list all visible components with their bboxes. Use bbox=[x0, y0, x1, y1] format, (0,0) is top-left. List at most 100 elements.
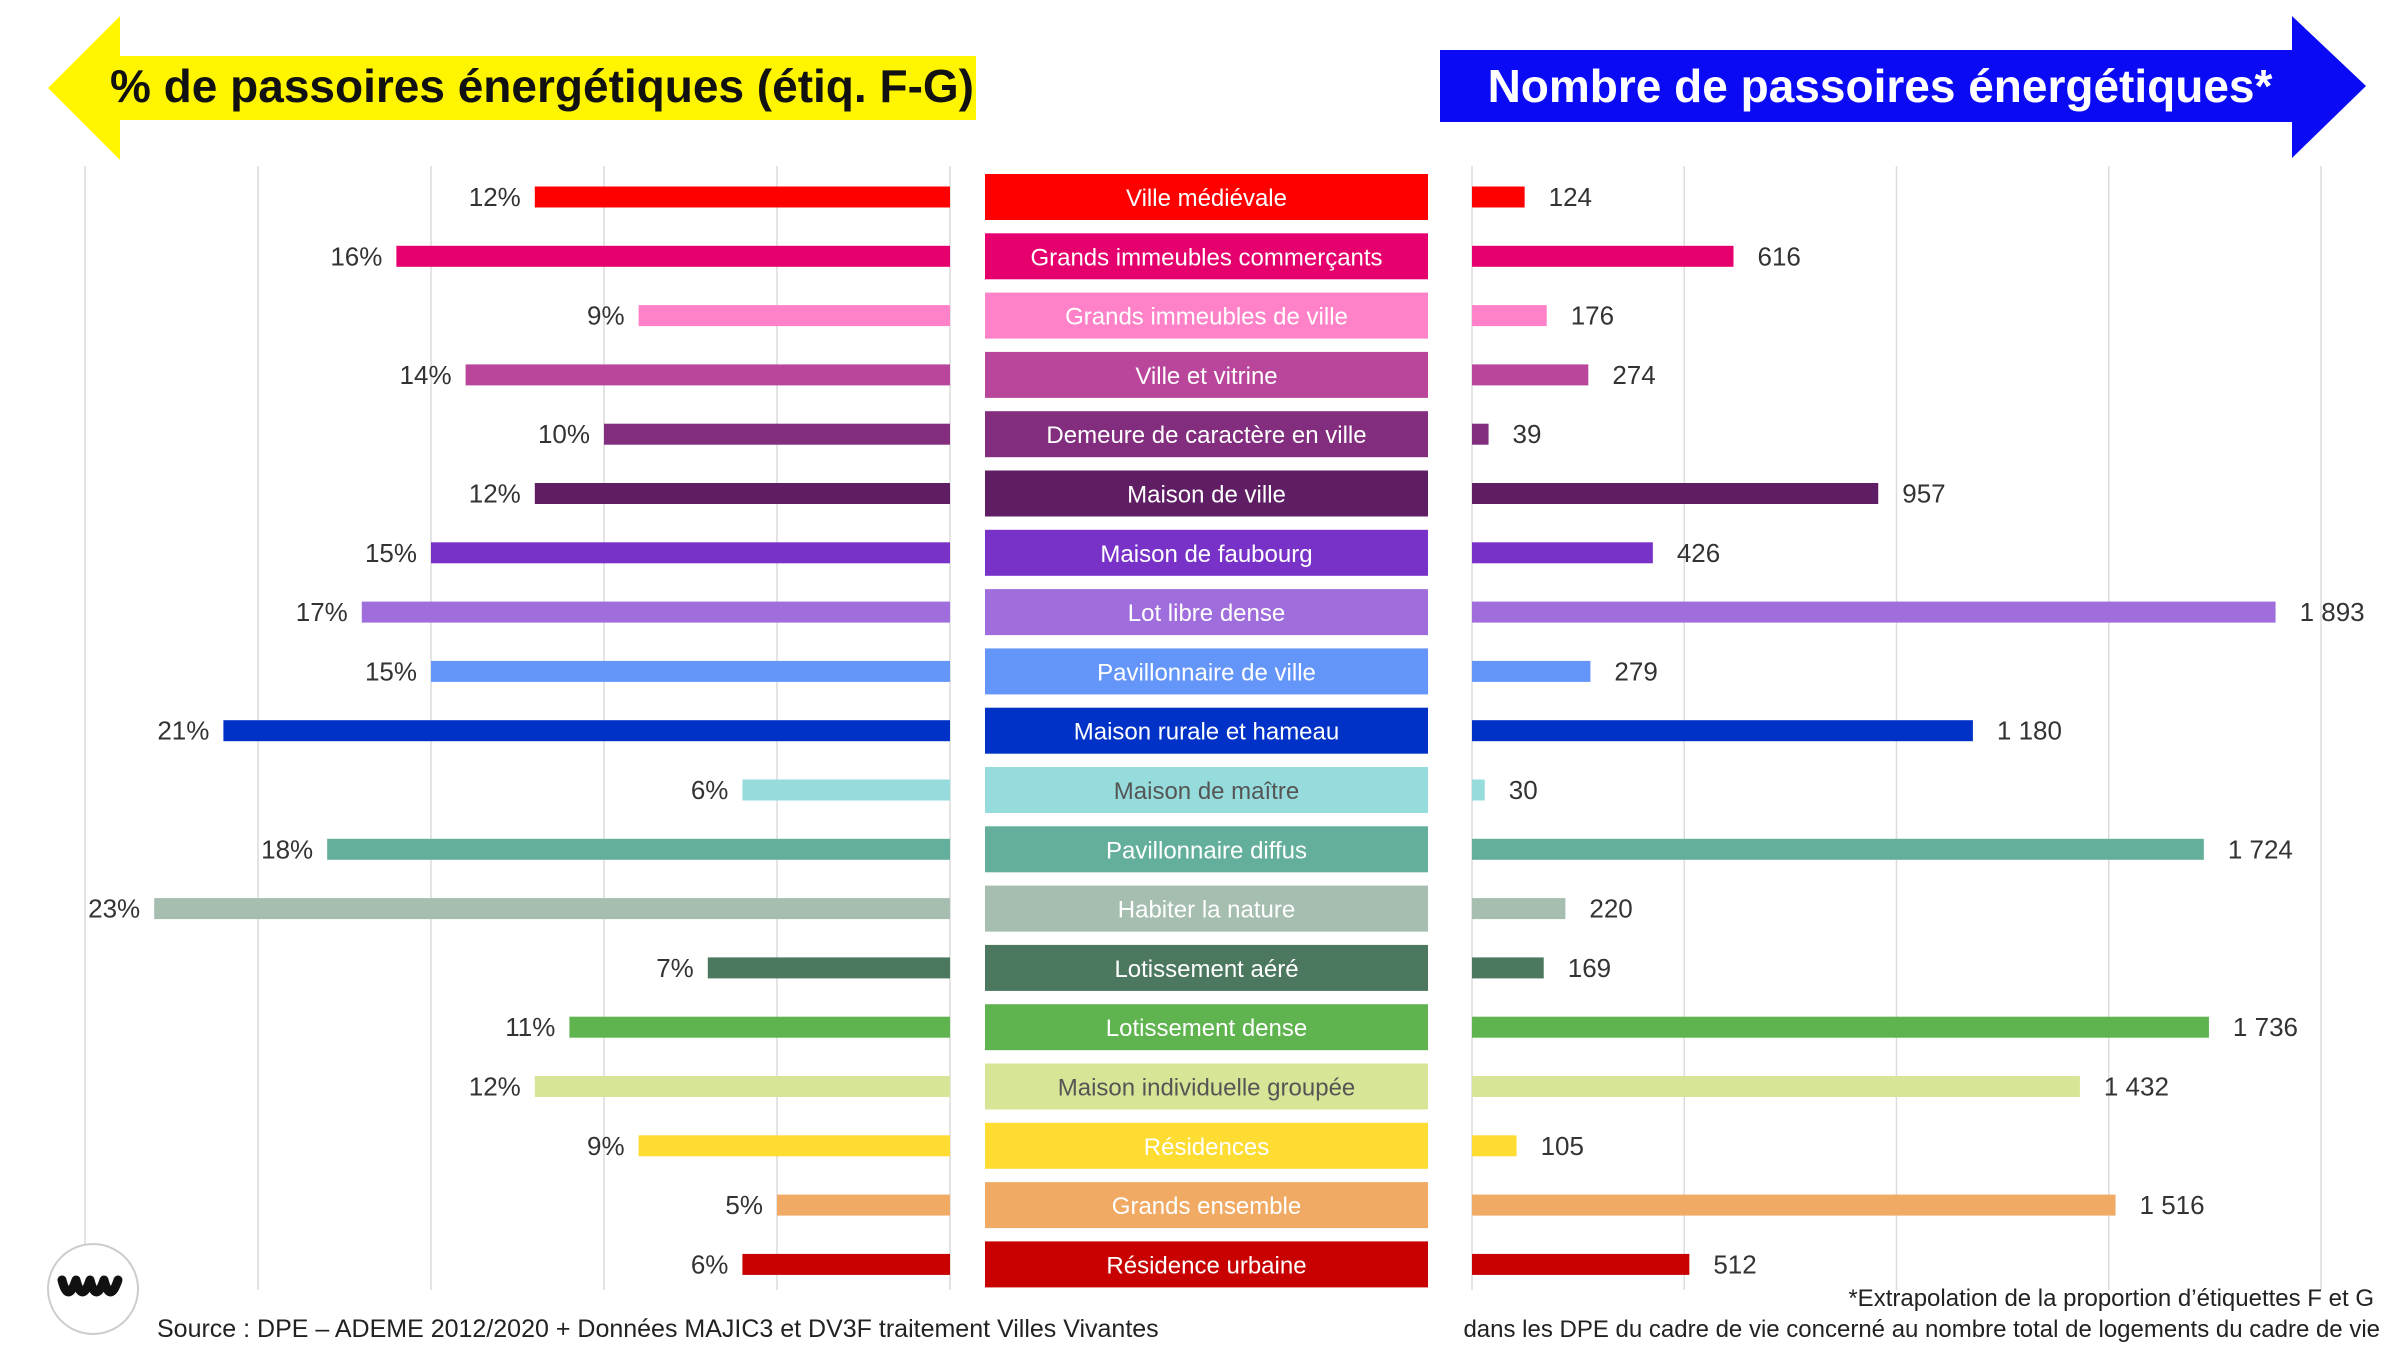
left-value-label: 9% bbox=[587, 1131, 625, 1161]
left-value-label: 14% bbox=[400, 360, 452, 390]
category-label: Ville et vitrine bbox=[1135, 363, 1277, 390]
left-header-title: % de passoires énergétiques (étiq. F-G) bbox=[110, 60, 974, 112]
category-label-box bbox=[985, 885, 1428, 932]
category-label-box bbox=[985, 826, 1428, 873]
category-label-box bbox=[985, 1241, 1428, 1288]
category-label: Grands immeubles de ville bbox=[1065, 304, 1348, 331]
left-bar bbox=[534, 1076, 950, 1097]
category-label: Ville médiévale bbox=[1126, 185, 1287, 212]
category-label-box bbox=[985, 944, 1428, 991]
left-bar bbox=[431, 542, 950, 564]
right-value-label: 1 893 bbox=[2300, 597, 2365, 627]
right-value-label: 105 bbox=[1541, 1131, 1584, 1161]
right-bar bbox=[1472, 898, 1566, 920]
category-label: Maison rurale et hameau bbox=[1074, 719, 1339, 746]
left-value-label: 15% bbox=[365, 656, 417, 686]
category-label: Grands immeubles commerçants bbox=[1030, 244, 1382, 271]
right-value-label: 426 bbox=[1677, 538, 1720, 568]
left-bar bbox=[465, 364, 950, 386]
category-label: Lotissement dense bbox=[1106, 1015, 1307, 1042]
category-label: Pavillonnaire de ville bbox=[1097, 659, 1316, 686]
category-label-box bbox=[985, 707, 1428, 754]
category-label: Habiter la nature bbox=[1118, 897, 1295, 924]
left-value-label: 6% bbox=[691, 1249, 729, 1279]
left-header-arrow: % de passoires énergétiques (étiq. F-G) bbox=[48, 16, 976, 160]
category-label-box bbox=[985, 1004, 1428, 1051]
left-bar bbox=[569, 1016, 950, 1038]
right-value-label: 616 bbox=[1757, 241, 1800, 271]
right-bar bbox=[1472, 660, 1591, 682]
right-value-label: 176 bbox=[1571, 301, 1614, 331]
category-label-box bbox=[985, 529, 1428, 576]
right-value-label: 274 bbox=[1612, 360, 1655, 390]
category-label-box bbox=[985, 1122, 1428, 1169]
left-value-label: 23% bbox=[88, 894, 140, 924]
left-value-label: 21% bbox=[157, 716, 209, 746]
right-bar bbox=[1472, 957, 1544, 979]
right-value-label: 1 432 bbox=[2104, 1072, 2169, 1102]
right-value-label: 1 736 bbox=[2233, 1012, 2298, 1042]
right-value-label: 1 516 bbox=[2140, 1190, 2205, 1220]
source-note: Source : DPE – ADEME 2012/2020 + Données… bbox=[157, 1315, 1159, 1343]
right-bar bbox=[1472, 1135, 1517, 1157]
left-percentage-bars: 12% 16% 9% 14% 10% 12% 15% 17% 15% 21% 6% 18% 23% 7% 1… bbox=[88, 182, 950, 1279]
left-bar bbox=[327, 838, 950, 860]
left-bar bbox=[534, 186, 950, 208]
right-value-label: 124 bbox=[1549, 182, 1592, 212]
category-label-box bbox=[985, 767, 1428, 813]
category-label-box bbox=[985, 470, 1428, 517]
category-label: Demeure de caractère en ville bbox=[1046, 422, 1366, 449]
category-label: Pavillonnaire diffus bbox=[1106, 837, 1307, 864]
left-bar bbox=[742, 779, 950, 801]
left-bar bbox=[396, 245, 950, 267]
left-value-label: 17% bbox=[296, 597, 348, 627]
right-bar bbox=[1472, 1194, 2116, 1216]
right-value-label: 512 bbox=[1713, 1249, 1756, 1279]
right-count-bars: 124 616 176 274 39 957 426 1 893 279 1 180 30 1 724… bbox=[1472, 182, 2365, 1279]
category-label: Maison de faubourg bbox=[1100, 541, 1312, 568]
left-bar bbox=[604, 423, 950, 445]
right-bar bbox=[1472, 1076, 2080, 1097]
right-value-label: 30 bbox=[1509, 775, 1538, 805]
category-label: Résidence urbaine bbox=[1106, 1252, 1306, 1279]
right-header-title: Nombre de passoires énergétiques* bbox=[1488, 60, 2273, 112]
right-bar bbox=[1472, 1016, 2209, 1038]
right-bar bbox=[1472, 245, 1734, 267]
right-bar bbox=[1472, 720, 1973, 742]
extrapolation-note-line2: dans les DPE du cadre de vie concerné au… bbox=[1463, 1316, 2380, 1343]
left-bar bbox=[431, 660, 950, 682]
category-label-box bbox=[985, 174, 1428, 220]
category-label-box bbox=[985, 1063, 1428, 1110]
left-bar bbox=[361, 601, 950, 623]
left-value-label: 12% bbox=[469, 479, 521, 509]
left-value-label: 16% bbox=[330, 241, 382, 271]
category-label-box bbox=[985, 648, 1428, 695]
villes-vivantes-logo-icon bbox=[47, 1243, 139, 1335]
category-label-box bbox=[985, 411, 1428, 458]
category-label-box bbox=[985, 1182, 1428, 1229]
right-bar bbox=[1472, 542, 1653, 564]
category-labels: Ville médiévale Grands immeubles commerça… bbox=[985, 174, 1428, 1288]
right-bar bbox=[1472, 838, 2204, 860]
category-label: Maison de ville bbox=[1127, 482, 1286, 509]
right-value-label: 169 bbox=[1568, 953, 1611, 983]
category-label: Résidences bbox=[1144, 1134, 1269, 1161]
category-label: Maison de maître bbox=[1114, 778, 1299, 805]
category-label: Grands ensemble bbox=[1112, 1193, 1301, 1220]
left-value-label: 12% bbox=[469, 1072, 521, 1102]
right-bar bbox=[1472, 186, 1525, 208]
category-label-box bbox=[985, 292, 1428, 339]
right-value-label: 220 bbox=[1589, 894, 1632, 924]
left-bar bbox=[638, 305, 950, 327]
left-value-label: 15% bbox=[365, 538, 417, 568]
right-bar bbox=[1472, 779, 1485, 801]
left-value-label: 5% bbox=[725, 1190, 763, 1220]
left-bar bbox=[638, 1135, 950, 1157]
right-arrow-shape bbox=[1440, 16, 2366, 158]
right-bar bbox=[1472, 601, 2276, 623]
category-label-box bbox=[985, 233, 1428, 280]
right-bar bbox=[1472, 483, 1879, 504]
left-bar bbox=[742, 1253, 950, 1275]
category-label: Lot libre dense bbox=[1128, 600, 1285, 627]
